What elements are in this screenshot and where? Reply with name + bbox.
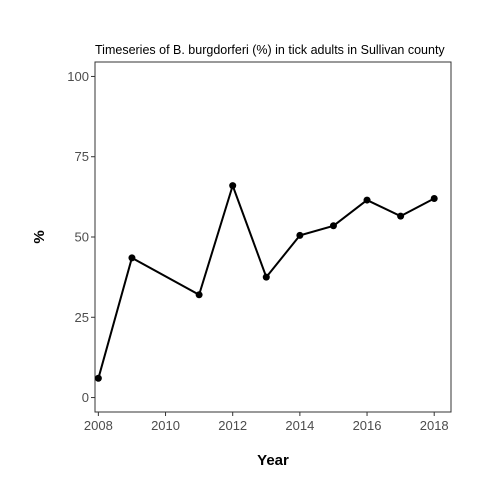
data-point: [296, 231, 304, 239]
data-point: [128, 254, 136, 262]
x-tick-label: 2012: [218, 418, 247, 433]
x-tick-label: 2014: [285, 418, 314, 433]
y-tick-label: 100: [67, 69, 89, 84]
plot-panel: [94, 61, 452, 413]
x-tick-label: 2008: [84, 418, 113, 433]
x-axis-title: Year: [257, 452, 289, 469]
data-point: [329, 222, 337, 230]
x-tick-label: 2018: [420, 418, 449, 433]
y-tick-label: 50: [75, 230, 89, 245]
series-line: [97, 182, 435, 379]
y-axis-title: %: [31, 230, 48, 243]
x-axis: 2008 2010 2012 2014 2016 2018: [84, 412, 449, 433]
y-axis: 0 25 50 75 100: [67, 69, 95, 405]
x-tick-label: 2010: [151, 418, 180, 433]
chart-title: Timeseries of B. burgdorferi (%) in tick…: [95, 43, 445, 57]
y-tick-label: 75: [75, 149, 89, 164]
data-point: [430, 194, 438, 202]
data-point: [363, 196, 371, 204]
y-tick-label: 25: [75, 310, 89, 325]
y-tick-label: 0: [82, 390, 89, 405]
data-point: [195, 291, 203, 299]
series-points: [94, 182, 438, 382]
data-point: [262, 273, 270, 281]
data-point: [94, 374, 102, 382]
x-tick-label: 2016: [353, 418, 382, 433]
data-point: [229, 182, 237, 190]
data-point: [397, 212, 405, 220]
